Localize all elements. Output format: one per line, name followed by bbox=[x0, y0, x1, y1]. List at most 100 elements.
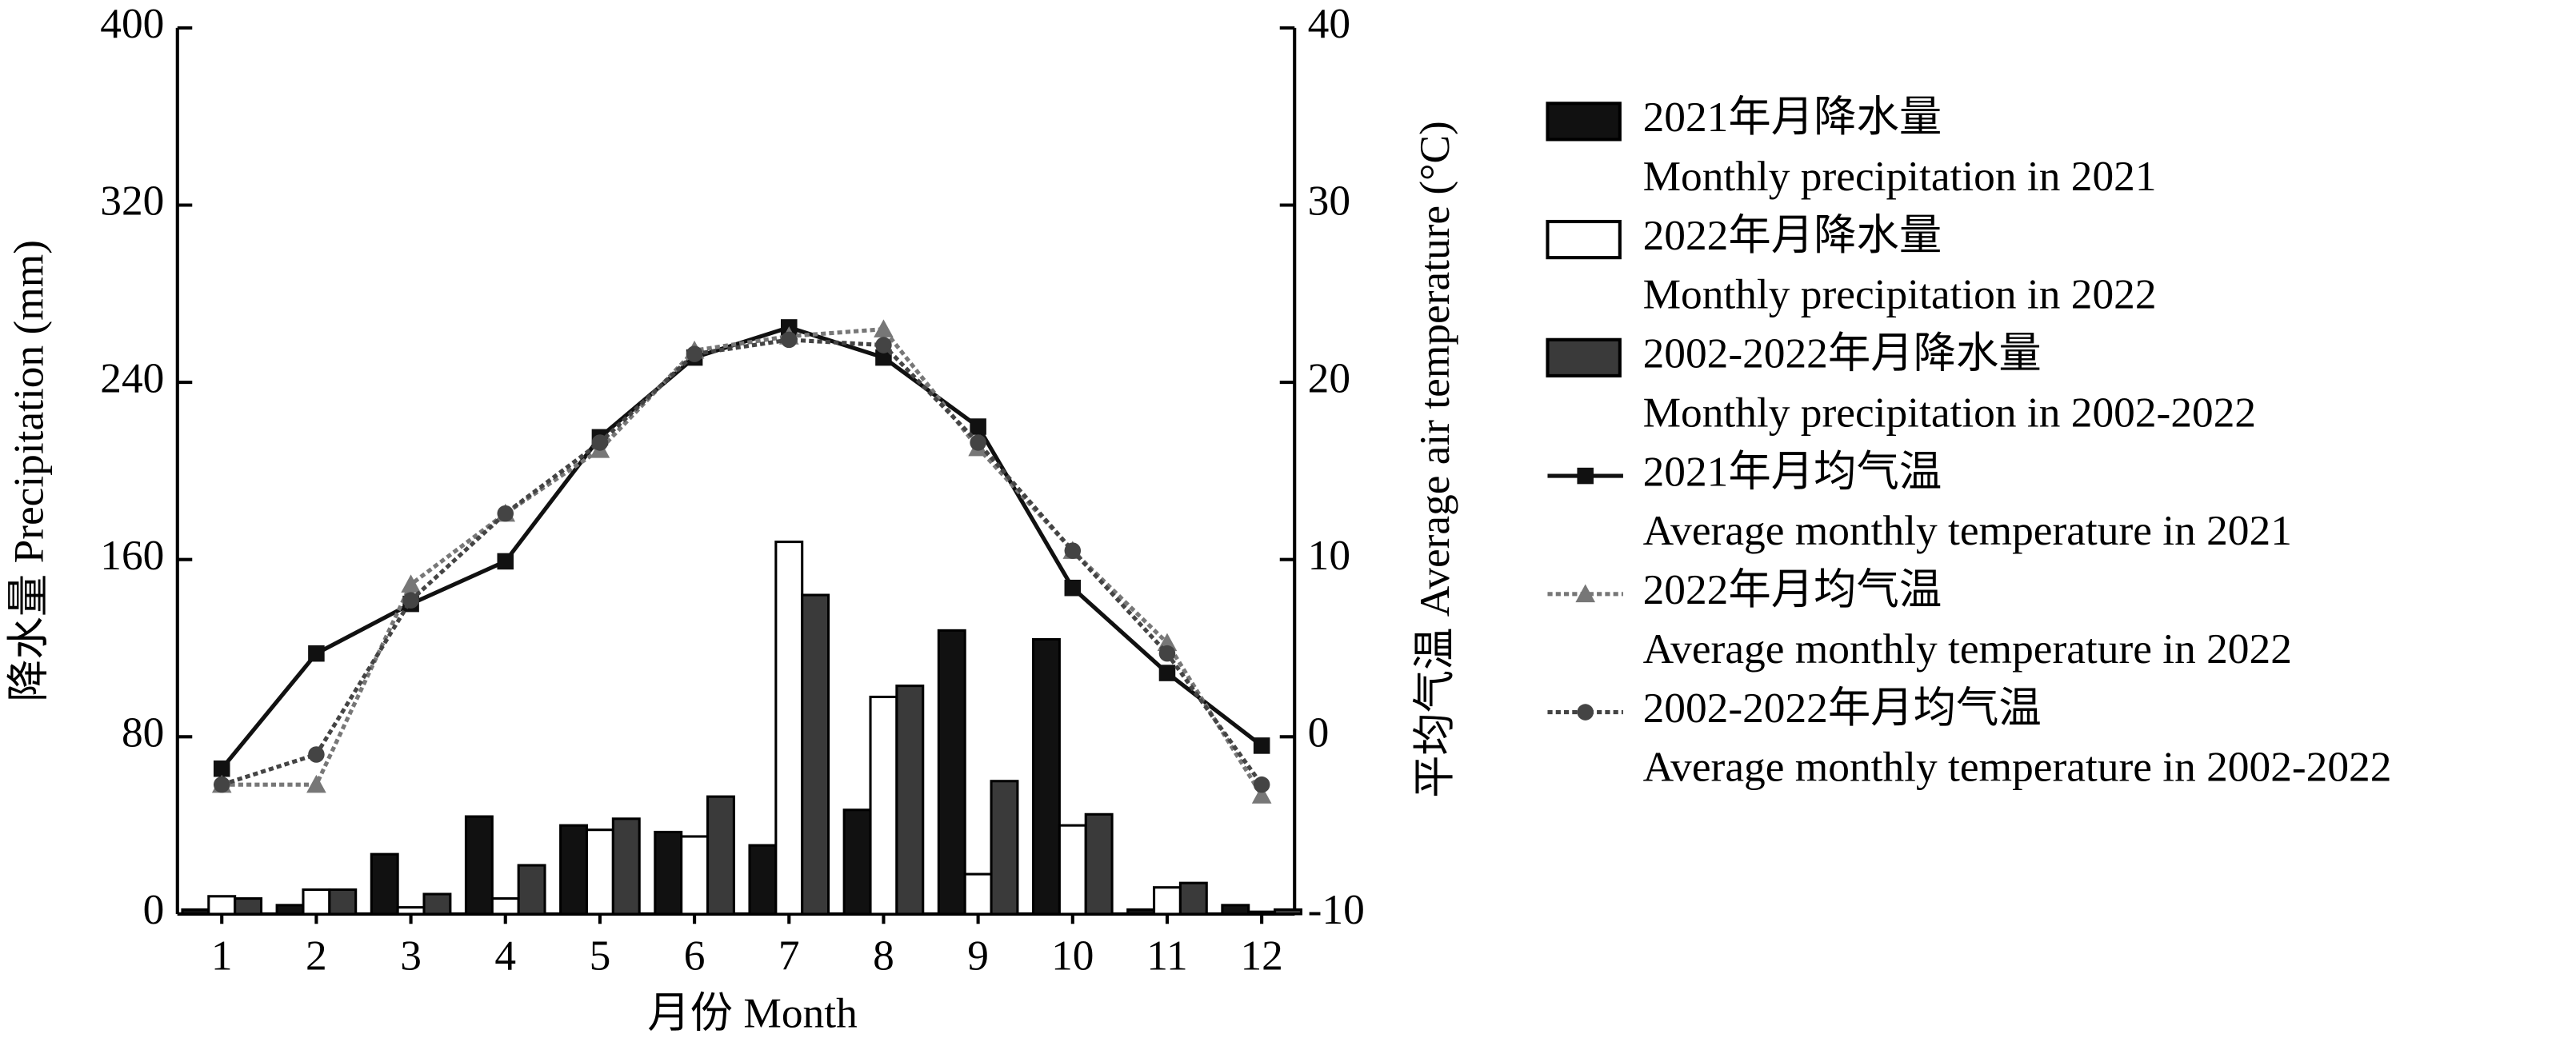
legend-marker bbox=[1577, 467, 1594, 485]
line-marker bbox=[401, 574, 421, 593]
line-marker bbox=[1158, 665, 1176, 681]
legend-swatch bbox=[1546, 102, 1622, 142]
y-tick-label: 160 bbox=[100, 531, 164, 579]
y2-tick-label: 0 bbox=[1308, 709, 1330, 757]
legend-label-en: Monthly precipitation in 2021 bbox=[1643, 152, 2157, 200]
line-marker bbox=[308, 645, 325, 662]
line-marker bbox=[213, 776, 230, 793]
x-tick-label: 4 bbox=[494, 932, 516, 980]
bar bbox=[895, 685, 925, 916]
legend-marker bbox=[1577, 704, 1594, 721]
line-marker bbox=[402, 592, 419, 609]
bar bbox=[1221, 904, 1250, 916]
bar bbox=[680, 835, 710, 916]
line-marker bbox=[686, 345, 703, 362]
x-tick-label: 7 bbox=[778, 932, 800, 980]
bar bbox=[275, 904, 305, 916]
bar bbox=[990, 780, 1019, 916]
line-marker bbox=[970, 418, 986, 435]
legend-swatch bbox=[1546, 219, 1622, 260]
line-marker bbox=[1064, 579, 1082, 597]
bar bbox=[1084, 812, 1114, 916]
bar bbox=[490, 897, 520, 916]
legend-label: 2021年月降水量 bbox=[1643, 93, 1942, 141]
bar bbox=[234, 897, 263, 916]
line-marker bbox=[306, 774, 326, 793]
bar bbox=[370, 852, 399, 916]
line-marker bbox=[1064, 542, 1082, 559]
bar bbox=[464, 815, 494, 916]
x-tick-label: 9 bbox=[967, 932, 989, 980]
line-marker bbox=[875, 337, 892, 353]
y2-tick-label: 10 bbox=[1308, 531, 1350, 579]
bar bbox=[207, 895, 237, 916]
bar bbox=[1126, 908, 1156, 916]
bar bbox=[748, 844, 778, 916]
line bbox=[222, 326, 1264, 796]
line-marker bbox=[781, 331, 798, 349]
bar bbox=[181, 908, 210, 916]
line-marker bbox=[874, 319, 894, 337]
y2-tick-label: 20 bbox=[1308, 353, 1350, 401]
y-tick-label: 0 bbox=[143, 885, 165, 933]
line-marker bbox=[308, 746, 325, 763]
bar bbox=[396, 906, 426, 916]
bar bbox=[559, 824, 589, 916]
bar bbox=[302, 888, 331, 916]
legend-swatch bbox=[1546, 337, 1622, 377]
legend-label-en: Average monthly temperature in 2022 bbox=[1643, 625, 2292, 673]
legend-label: 2022年月降水量 bbox=[1643, 211, 1942, 259]
line-marker bbox=[213, 760, 230, 777]
legend-marker bbox=[1575, 584, 1596, 603]
bar bbox=[774, 541, 804, 916]
line-marker bbox=[1158, 645, 1176, 662]
bar bbox=[1178, 881, 1208, 916]
y-tick-label: 80 bbox=[122, 709, 164, 757]
legend-label-en: Monthly precipitation in 2002-2022 bbox=[1643, 388, 2257, 436]
bar bbox=[1247, 910, 1277, 916]
line-marker bbox=[1253, 737, 1270, 754]
bar bbox=[585, 828, 614, 916]
bar bbox=[963, 872, 993, 916]
x-axis-label: 月份 Month bbox=[647, 988, 857, 1036]
x-tick-label: 6 bbox=[684, 932, 706, 980]
bar bbox=[1153, 886, 1182, 916]
line-marker bbox=[875, 349, 892, 366]
line-marker bbox=[1251, 785, 1272, 804]
bar bbox=[801, 593, 830, 916]
y2-tick-label: 30 bbox=[1308, 177, 1350, 225]
y2-tick-label: 40 bbox=[1308, 0, 1350, 47]
y-axis-label: 降水量 Precipitation (mm) bbox=[4, 240, 52, 702]
bar bbox=[517, 864, 546, 916]
line bbox=[220, 325, 1263, 770]
legend-label-en: Average monthly temperature in 2002-2022 bbox=[1643, 743, 2392, 791]
bar bbox=[328, 888, 358, 916]
bar bbox=[1031, 637, 1061, 916]
y-tick-label: 240 bbox=[100, 353, 164, 401]
y2-axis-label: 平均气温 Average air temperature (°C) bbox=[1410, 121, 1458, 798]
x-tick-label: 10 bbox=[1051, 932, 1094, 980]
line-marker bbox=[497, 553, 514, 570]
y2-tick-label: -10 bbox=[1308, 885, 1365, 933]
x-tick-label: 8 bbox=[873, 932, 894, 980]
legend-label: 2021年月均气温 bbox=[1643, 447, 1942, 495]
bar bbox=[706, 795, 735, 916]
legend-label: 2022年月均气温 bbox=[1643, 565, 1942, 613]
x-tick-label: 1 bbox=[211, 932, 233, 980]
legend-label: 2002-2022年月均气温 bbox=[1643, 684, 2042, 732]
legend-label-en: Monthly precipitation in 2022 bbox=[1643, 270, 2157, 318]
legend-label: 2002-2022年月降水量 bbox=[1643, 329, 2042, 377]
y-tick-label: 400 bbox=[100, 0, 164, 47]
bar bbox=[611, 817, 641, 916]
x-tick-label: 2 bbox=[306, 932, 327, 980]
bar bbox=[842, 808, 872, 916]
x-tick-label: 3 bbox=[400, 932, 422, 980]
bar bbox=[422, 892, 452, 916]
bar bbox=[1274, 908, 1302, 916]
bar bbox=[1058, 824, 1087, 916]
x-tick-label: 5 bbox=[590, 932, 611, 980]
line-marker bbox=[591, 434, 609, 451]
bar bbox=[654, 830, 683, 916]
